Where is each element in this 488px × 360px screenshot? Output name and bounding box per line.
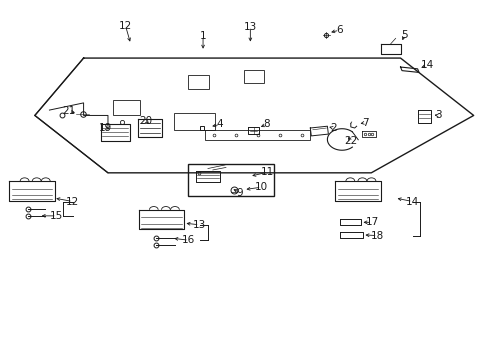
Text: 22: 22 [344,136,357,146]
Text: 13: 13 [193,220,206,230]
Text: 17: 17 [365,217,378,227]
Text: 12: 12 [119,21,132,31]
Text: 15: 15 [50,211,63,221]
Text: 19: 19 [99,123,112,133]
Text: 13: 13 [243,22,257,32]
Bar [244,69,264,83]
Text: 14: 14 [405,197,419,207]
Bar [205,130,310,140]
Text: 9: 9 [236,188,243,198]
Text: 2: 2 [329,123,336,133]
Bar [173,113,215,130]
Text: 10: 10 [254,182,267,192]
Text: 20: 20 [139,116,152,126]
Text: 4: 4 [216,120,223,129]
Text: 14: 14 [420,60,433,70]
Text: 8: 8 [263,120,269,129]
Text: 18: 18 [370,231,384,240]
Bar [188,164,273,196]
Text: 5: 5 [400,30,407,40]
Text: 21: 21 [62,106,76,116]
Bar [188,75,208,89]
Text: 16: 16 [182,235,195,245]
Text: 1: 1 [199,31,206,41]
Text: 12: 12 [66,197,80,207]
Text: 6: 6 [336,25,342,35]
Text: 11: 11 [261,167,274,177]
Text: 7: 7 [362,118,368,128]
Text: 3: 3 [434,111,441,121]
Bar [113,100,140,116]
